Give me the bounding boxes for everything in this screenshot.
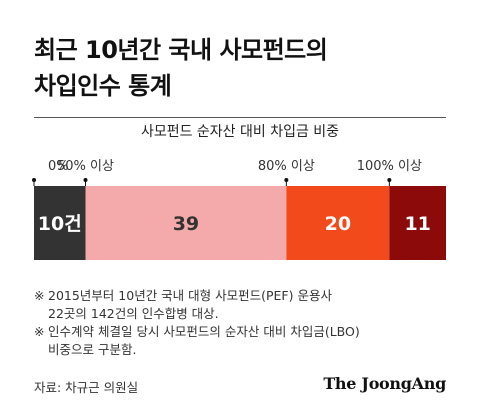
value-label: 11 [404, 213, 430, 235]
bar-segment [286, 186, 390, 260]
footnote-2: ※ 인수계약 체결일 당시 사모펀드의 순자산 대비 차입금(LBO) [34, 323, 454, 341]
footnote-text: 2015년부터 10년간 국내 대형 사모펀드(PEF) 운용사 [48, 288, 332, 303]
category-dot [32, 178, 36, 182]
category-label: 100% 이상 [357, 159, 422, 174]
title-line-2: 차입인수 통계 [34, 72, 172, 100]
footnote-text: 22곳의 142건의 인수합병 대상. [48, 306, 219, 321]
footnotes: ※ 2015년부터 10년간 국내 대형 사모펀드(PEF) 운용사 22곳의 … [34, 287, 454, 359]
category-dot [387, 178, 392, 182]
stacked-bar-chart: 0% 10건 50% 이상 39 80% 이상 20 100% 이상 11 [32, 159, 446, 260]
category-dot [284, 178, 289, 182]
category-label: 50% 이상 [57, 159, 114, 174]
chart-subtitle: 사모펀드 순자산 대비 차입금 비중 [140, 124, 340, 140]
value-label: 20 [325, 213, 351, 235]
footnote-1-cont: 22곳의 142건의 인수합병 대상. [34, 305, 454, 323]
bar-segment [85, 186, 287, 260]
category-dot [83, 178, 88, 182]
category-label: 80% 이상 [258, 159, 315, 174]
brand-logo: The JoongAng [323, 374, 446, 393]
footnote-indent [34, 341, 48, 359]
chart-title: 최근 10년간 국내 사모펀드의 차입인수 통계 [34, 32, 454, 104]
bar-segment [389, 186, 446, 260]
footnote-2-cont: 비중으로 구분함. [34, 341, 454, 359]
footnote-mark: ※ [34, 324, 45, 339]
value-label: 10건 [38, 213, 82, 235]
source-credit: 자료: 차규근 의원실 [34, 380, 139, 395]
footnote-mark: ※ [34, 288, 45, 303]
footnote-text: 비중으로 구분함. [48, 342, 137, 357]
title-line-1: 최근 10년간 국내 사모펀드의 [34, 36, 328, 64]
title-divider [34, 117, 446, 118]
bar-segment [34, 186, 86, 260]
category-label: 0% [48, 159, 69, 174]
value-label: 39 [173, 213, 199, 235]
footnote-1: ※ 2015년부터 10년간 국내 대형 사모펀드(PEF) 운용사 [34, 287, 454, 305]
footnote-text: 인수계약 체결일 당시 사모펀드의 순자산 대비 차입금(LBO) [48, 324, 360, 339]
footnote-indent [34, 305, 48, 323]
